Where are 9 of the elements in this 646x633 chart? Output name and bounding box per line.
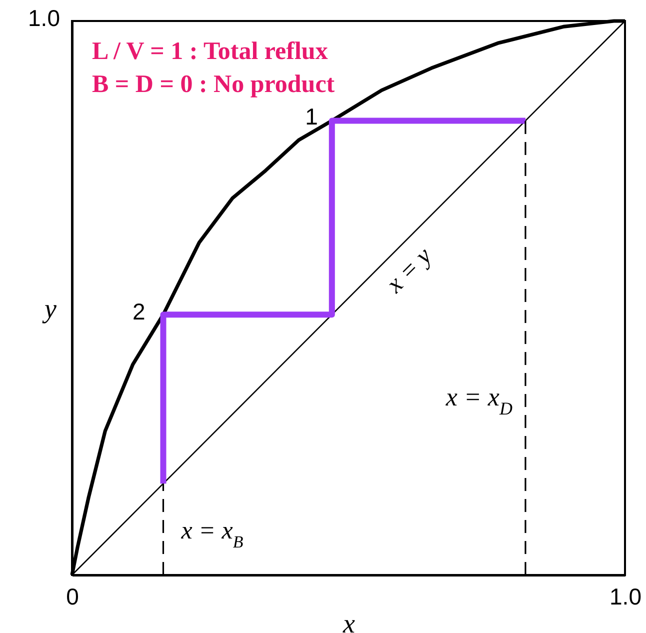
annotation: L / V = 1 : Total reflux <box>92 38 328 65</box>
annotation: B = D = 0 : No product <box>92 71 336 98</box>
annotation: 1 <box>305 104 318 130</box>
annotation: x = y <box>380 242 438 299</box>
x-axis-title: x <box>342 608 356 633</box>
annotation: 2 <box>132 298 146 325</box>
text: 1.0 <box>28 5 60 31</box>
x-tick-label: 0 <box>66 584 79 610</box>
y-axis-title: y <box>42 294 57 324</box>
